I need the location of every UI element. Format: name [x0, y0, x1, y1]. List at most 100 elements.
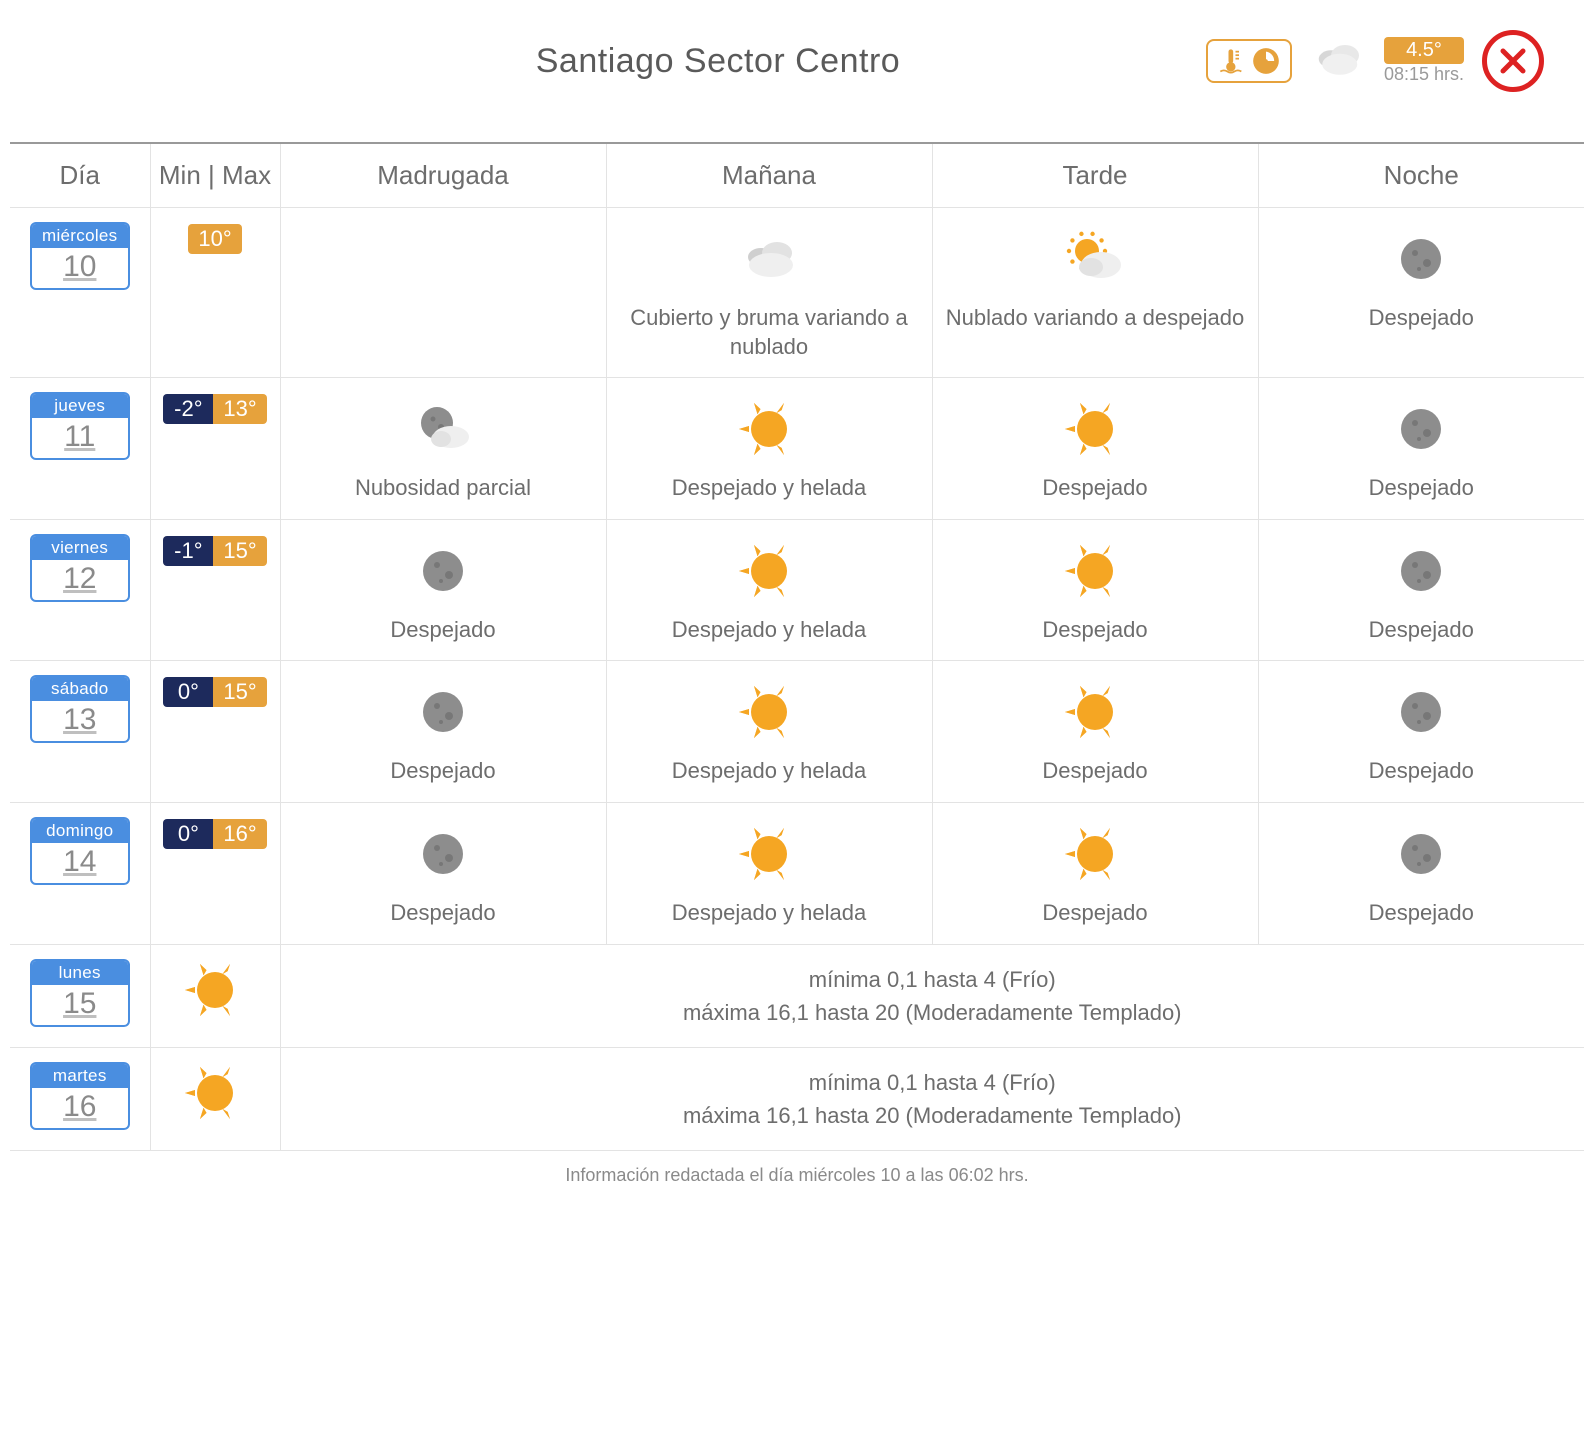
weather-icon [945, 677, 1246, 747]
weather-icon [1271, 536, 1573, 606]
temp-min: -1° [163, 536, 213, 566]
weather-icon [159, 1058, 272, 1128]
forecast-row: viernes 12 -1°15° Despejado Despejado y … [10, 519, 1584, 661]
day-of-week: jueves [32, 394, 128, 418]
calendar-badge: lunes 15 [30, 959, 130, 1027]
temp-min: -2° [163, 394, 213, 424]
weather-icon [293, 677, 594, 747]
temp-max: 16° [213, 819, 266, 849]
calendar-badge: martes 16 [30, 1062, 130, 1130]
day-of-month: 15 [32, 985, 128, 1025]
weather-icon [619, 536, 920, 606]
day-of-month: 16 [32, 1088, 128, 1128]
weather-desc: Despejado y helada [619, 757, 920, 786]
temp-min: 0° [163, 677, 213, 707]
day-of-week: domingo [32, 819, 128, 843]
col-day: Día [10, 144, 150, 208]
weather-desc: Despejado [945, 757, 1246, 786]
forecast-table: Día Min | Max Madrugada Mañana Tarde Noc… [10, 144, 1584, 1151]
weather-desc: Despejado [293, 899, 594, 928]
close-button[interactable] [1482, 30, 1544, 92]
header: Santiago Sector Centro [10, 0, 1584, 112]
weather-desc: Despejado [945, 474, 1246, 503]
temp-max: 15° [213, 677, 266, 707]
day-of-month: 13 [32, 701, 128, 741]
calendar-badge: domingo 14 [30, 817, 130, 885]
location-title: Santiago Sector Centro [50, 42, 1186, 81]
forecast-summary: mínima 0,1 hasta 4 (Frío)máxima 16,1 has… [289, 1058, 1577, 1140]
day-of-month: 12 [32, 560, 128, 600]
weather-desc: Despejado [1271, 757, 1573, 786]
forecast-row: lunes 15 mínima 0,1 hasta 4 (Frío)máxima… [10, 944, 1584, 1047]
weather-icon [1271, 677, 1573, 747]
weather-desc: Despejado y helada [619, 616, 920, 645]
day-of-week: martes [32, 1064, 128, 1088]
weather-icon [159, 955, 272, 1025]
weather-desc: Despejado [1271, 474, 1573, 503]
weather-desc: Nublado variando a despejado [945, 304, 1246, 333]
forecast-row: sábado 13 0°15° Despejado Despejado y he… [10, 661, 1584, 803]
weather-desc: Despejado y helada [619, 899, 920, 928]
weather-icon [619, 394, 920, 464]
current-condition-icon [1310, 31, 1366, 92]
weather-desc: Despejado [1271, 616, 1573, 645]
weather-desc: Despejado [945, 616, 1246, 645]
minmax-badge: 10° [188, 224, 241, 254]
weather-desc: Despejado [945, 899, 1246, 928]
temp-max: 15° [213, 536, 266, 566]
weather-icon [1271, 224, 1573, 294]
weather-icon [293, 536, 594, 606]
current-conditions: 4.5° 08:15 hrs. [1384, 37, 1464, 85]
temp-max: 13° [213, 394, 266, 424]
weather-icon [293, 819, 594, 889]
day-of-week: viernes [32, 536, 128, 560]
weather-icon [945, 536, 1246, 606]
weather-icon [619, 224, 920, 294]
thermometer-icon [1218, 47, 1246, 75]
forecast-row: martes 16 mínima 0,1 hasta 4 (Frío)máxim… [10, 1047, 1584, 1150]
calendar-badge: jueves 11 [30, 392, 130, 460]
weather-desc: Cubierto y bruma variando a nublado [619, 304, 920, 361]
minmax-badge: 0°15° [163, 677, 266, 707]
forecast-summary: mínima 0,1 hasta 4 (Frío)máxima 16,1 has… [289, 955, 1577, 1037]
weather-desc: Despejado [293, 616, 594, 645]
forecast-row: domingo 14 0°16° Despejado Despejado y h… [10, 802, 1584, 944]
close-icon [1498, 46, 1528, 76]
col-period-0: Madrugada [280, 144, 606, 208]
weather-desc: Despejado [1271, 304, 1573, 333]
day-of-week: miércoles [32, 224, 128, 248]
col-period-2: Tarde [932, 144, 1258, 208]
calendar-badge: miércoles 10 [30, 222, 130, 290]
weather-icon [1271, 394, 1573, 464]
day-of-week: lunes [32, 961, 128, 985]
calendar-badge: viernes 12 [30, 534, 130, 602]
weather-icon [619, 819, 920, 889]
col-period-3: Noche [1258, 144, 1584, 208]
day-of-week: sábado [32, 677, 128, 701]
weather-icon [945, 394, 1246, 464]
forecast-row: jueves 11 -2°13° Nubosidad parcial [10, 378, 1584, 520]
footer-note: Información redactada el día miércoles 1… [10, 1151, 1584, 1216]
weather-desc: Nubosidad parcial [293, 474, 594, 503]
minmax-badge: 0°16° [163, 819, 266, 849]
col-period-1: Mañana [606, 144, 932, 208]
current-time: 08:15 hrs. [1384, 64, 1464, 85]
weather-icon [1271, 819, 1573, 889]
day-of-month: 10 [32, 248, 128, 288]
table-header-row: Día Min | Max Madrugada Mañana Tarde Noc… [10, 144, 1584, 208]
weather-desc: Despejado [1271, 899, 1573, 928]
units-toggle[interactable] [1206, 39, 1292, 83]
forecast-row: miércoles 10 10° Cubierto y bruma varian… [10, 208, 1584, 378]
weather-desc: Despejado [293, 757, 594, 786]
clock-icon [1252, 47, 1280, 75]
temp-min: 0° [163, 819, 213, 849]
weather-icon [293, 394, 594, 464]
minmax-badge: -1°15° [163, 536, 266, 566]
weather-desc: Despejado y helada [619, 474, 920, 503]
col-minmax: Min | Max [150, 144, 280, 208]
weather-icon [945, 819, 1246, 889]
temp-max: 10° [188, 224, 241, 254]
day-of-month: 11 [32, 418, 128, 458]
current-temp: 4.5° [1384, 37, 1464, 64]
day-of-month: 14 [32, 843, 128, 883]
